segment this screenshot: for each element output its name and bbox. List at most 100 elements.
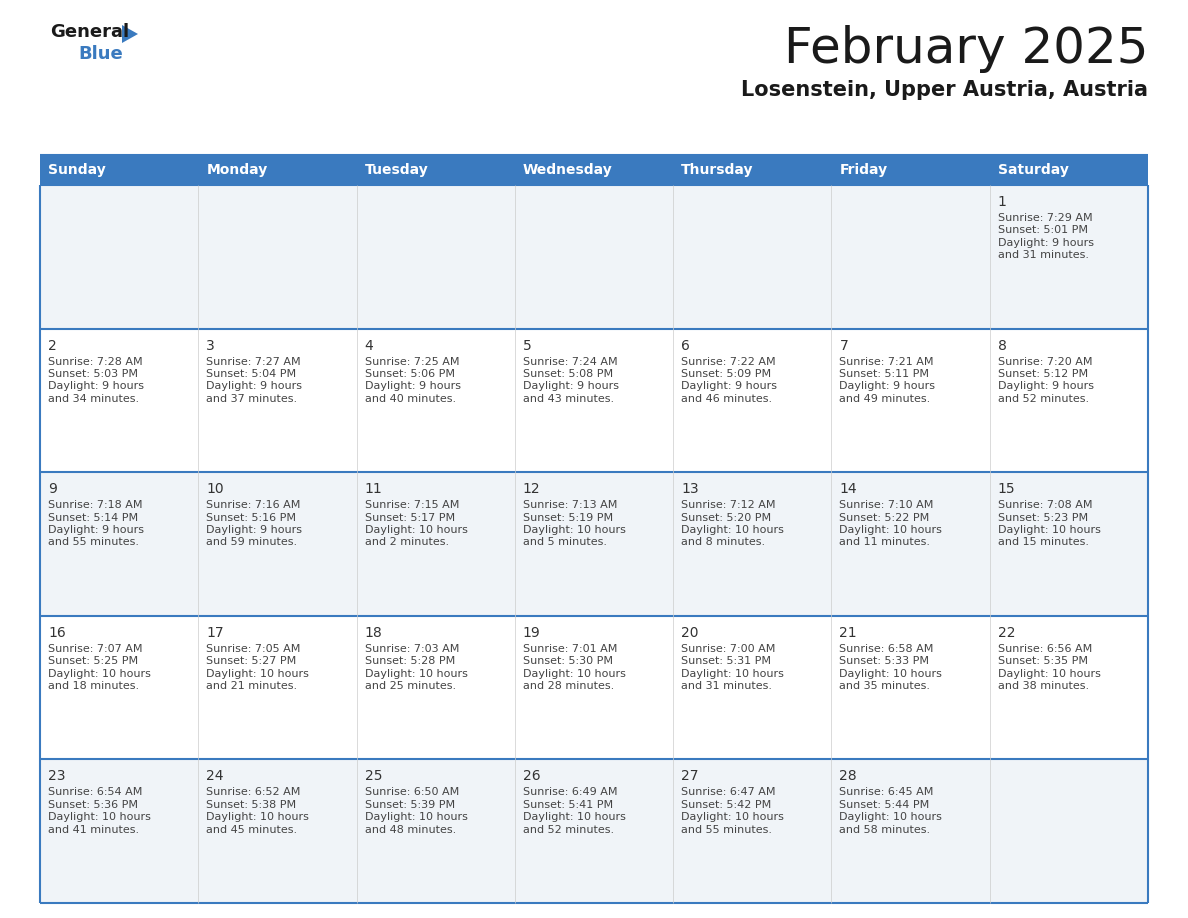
Text: Sunset: 5:30 PM: Sunset: 5:30 PM <box>523 656 613 666</box>
Text: 25: 25 <box>365 769 383 783</box>
Bar <box>198 759 356 903</box>
Text: Daylight: 10 hours: Daylight: 10 hours <box>840 812 942 823</box>
Text: Sunset: 5:20 PM: Sunset: 5:20 PM <box>681 512 771 522</box>
Bar <box>832 155 990 185</box>
Bar <box>990 759 1148 903</box>
Text: Thursday: Thursday <box>681 163 753 177</box>
Bar <box>674 329 832 472</box>
Text: Daylight: 10 hours: Daylight: 10 hours <box>523 668 626 678</box>
Text: Daylight: 9 hours: Daylight: 9 hours <box>207 381 302 391</box>
Text: Sunset: 5:06 PM: Sunset: 5:06 PM <box>365 369 455 379</box>
Text: Sunrise: 6:52 AM: Sunrise: 6:52 AM <box>207 788 301 798</box>
Text: Sunrise: 7:01 AM: Sunrise: 7:01 AM <box>523 644 618 654</box>
Text: Daylight: 10 hours: Daylight: 10 hours <box>48 668 151 678</box>
Text: Sunrise: 6:47 AM: Sunrise: 6:47 AM <box>681 788 776 798</box>
Text: Daylight: 9 hours: Daylight: 9 hours <box>681 381 777 391</box>
Text: Sunrise: 7:27 AM: Sunrise: 7:27 AM <box>207 356 301 366</box>
Text: Sunset: 5:27 PM: Sunset: 5:27 PM <box>207 656 297 666</box>
Text: Sunset: 5:03 PM: Sunset: 5:03 PM <box>48 369 138 379</box>
Text: 12: 12 <box>523 482 541 497</box>
Text: Sunset: 5:39 PM: Sunset: 5:39 PM <box>365 800 455 810</box>
Text: 21: 21 <box>840 626 857 640</box>
Text: Daylight: 9 hours: Daylight: 9 hours <box>48 525 144 535</box>
Text: 2: 2 <box>48 339 57 353</box>
Bar <box>832 759 990 903</box>
Bar <box>514 616 674 759</box>
Bar <box>40 155 198 185</box>
Text: 3: 3 <box>207 339 215 353</box>
Bar <box>40 616 198 759</box>
Bar <box>832 472 990 616</box>
Bar <box>674 155 832 185</box>
Text: Sunset: 5:16 PM: Sunset: 5:16 PM <box>207 512 296 522</box>
Text: 1: 1 <box>998 195 1006 209</box>
Bar <box>832 616 990 759</box>
Bar <box>356 155 514 185</box>
Text: Daylight: 9 hours: Daylight: 9 hours <box>523 381 619 391</box>
Text: 20: 20 <box>681 626 699 640</box>
Text: Sunrise: 6:50 AM: Sunrise: 6:50 AM <box>365 788 459 798</box>
Bar <box>198 616 356 759</box>
Text: and 52 minutes.: and 52 minutes. <box>998 394 1089 404</box>
Text: and 45 minutes.: and 45 minutes. <box>207 824 297 834</box>
Text: Sunset: 5:41 PM: Sunset: 5:41 PM <box>523 800 613 810</box>
Bar <box>674 759 832 903</box>
Text: and 43 minutes.: and 43 minutes. <box>523 394 614 404</box>
Text: 5: 5 <box>523 339 531 353</box>
Text: and 37 minutes.: and 37 minutes. <box>207 394 297 404</box>
Text: General: General <box>50 23 129 41</box>
Text: Sunday: Sunday <box>48 163 106 177</box>
Text: Sunrise: 7:10 AM: Sunrise: 7:10 AM <box>840 500 934 510</box>
Text: Sunset: 5:01 PM: Sunset: 5:01 PM <box>998 226 1088 235</box>
Bar <box>514 472 674 616</box>
Bar <box>990 329 1148 472</box>
Text: 8: 8 <box>998 339 1006 353</box>
Text: and 35 minutes.: and 35 minutes. <box>840 681 930 691</box>
Text: 14: 14 <box>840 482 857 497</box>
Text: 16: 16 <box>48 626 65 640</box>
Text: Sunset: 5:38 PM: Sunset: 5:38 PM <box>207 800 297 810</box>
Text: Friday: Friday <box>840 163 887 177</box>
Text: and 48 minutes.: and 48 minutes. <box>365 824 456 834</box>
Bar <box>40 759 198 903</box>
Text: and 5 minutes.: and 5 minutes. <box>523 537 607 547</box>
Bar <box>40 472 198 616</box>
Text: Sunset: 5:22 PM: Sunset: 5:22 PM <box>840 512 930 522</box>
Text: Sunset: 5:09 PM: Sunset: 5:09 PM <box>681 369 771 379</box>
Text: Sunrise: 7:13 AM: Sunrise: 7:13 AM <box>523 500 618 510</box>
Bar <box>40 329 198 472</box>
Text: Sunset: 5:28 PM: Sunset: 5:28 PM <box>365 656 455 666</box>
Text: and 59 minutes.: and 59 minutes. <box>207 537 297 547</box>
Text: Daylight: 10 hours: Daylight: 10 hours <box>998 668 1100 678</box>
Text: Saturday: Saturday <box>998 163 1068 177</box>
Text: Sunset: 5:19 PM: Sunset: 5:19 PM <box>523 512 613 522</box>
Text: Sunrise: 7:29 AM: Sunrise: 7:29 AM <box>998 213 1092 223</box>
Text: Sunrise: 7:15 AM: Sunrise: 7:15 AM <box>365 500 459 510</box>
Text: 23: 23 <box>48 769 65 783</box>
Text: Daylight: 9 hours: Daylight: 9 hours <box>48 381 144 391</box>
Text: 24: 24 <box>207 769 223 783</box>
Text: Sunrise: 7:08 AM: Sunrise: 7:08 AM <box>998 500 1092 510</box>
Text: Sunrise: 7:07 AM: Sunrise: 7:07 AM <box>48 644 143 654</box>
Text: and 58 minutes.: and 58 minutes. <box>840 824 930 834</box>
Text: Sunset: 5:17 PM: Sunset: 5:17 PM <box>365 512 455 522</box>
Text: Daylight: 10 hours: Daylight: 10 hours <box>207 668 309 678</box>
Bar <box>40 185 198 329</box>
Text: Daylight: 10 hours: Daylight: 10 hours <box>523 812 626 823</box>
Bar <box>514 329 674 472</box>
Text: Sunrise: 7:21 AM: Sunrise: 7:21 AM <box>840 356 934 366</box>
Text: Wednesday: Wednesday <box>523 163 613 177</box>
Text: Sunrise: 7:16 AM: Sunrise: 7:16 AM <box>207 500 301 510</box>
Text: Daylight: 9 hours: Daylight: 9 hours <box>840 381 935 391</box>
Bar <box>990 155 1148 185</box>
Text: 28: 28 <box>840 769 857 783</box>
Text: Sunset: 5:36 PM: Sunset: 5:36 PM <box>48 800 138 810</box>
Text: and 31 minutes.: and 31 minutes. <box>681 681 772 691</box>
Bar <box>832 185 990 329</box>
Text: Daylight: 9 hours: Daylight: 9 hours <box>998 238 1094 248</box>
Text: 6: 6 <box>681 339 690 353</box>
Text: and 55 minutes.: and 55 minutes. <box>48 537 139 547</box>
Text: Sunrise: 7:25 AM: Sunrise: 7:25 AM <box>365 356 459 366</box>
Text: 15: 15 <box>998 482 1016 497</box>
Bar <box>514 155 674 185</box>
